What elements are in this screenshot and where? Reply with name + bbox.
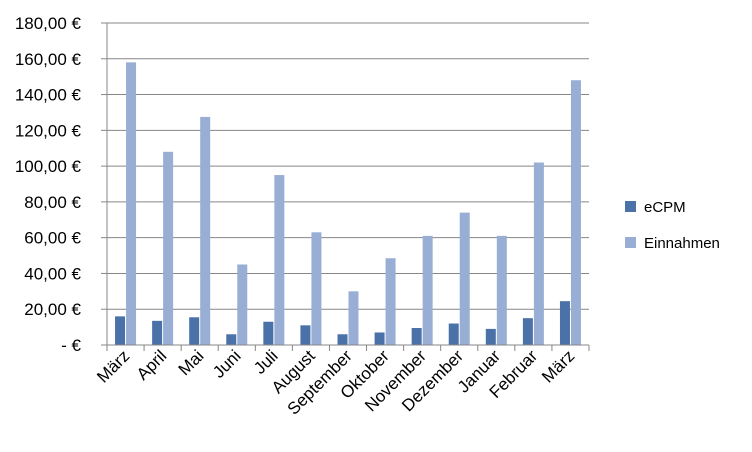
bar-einnahmen bbox=[459, 212, 470, 345]
bar-einnahmen bbox=[237, 264, 248, 345]
y-tick-label: 160,00 € bbox=[15, 50, 82, 69]
y-tick-label: 20,00 € bbox=[24, 300, 81, 319]
x-tick-label: März bbox=[538, 346, 578, 386]
bar-einnahmen bbox=[311, 232, 322, 345]
legend-label-einnahmen: Einnahmen bbox=[644, 235, 720, 252]
bar-ecpm bbox=[300, 325, 311, 345]
bar-ecpm bbox=[263, 321, 274, 345]
y-tick-label: 60,00 € bbox=[24, 229, 81, 248]
bar-einnahmen bbox=[385, 258, 396, 345]
bar-einnahmen bbox=[422, 235, 433, 345]
bar-einnahmen bbox=[126, 62, 137, 345]
bar-ecpm bbox=[448, 323, 459, 345]
bar-ecpm bbox=[337, 334, 348, 345]
legend-label-ecpm: eCPM bbox=[644, 199, 686, 216]
y-tick-label: 180,00 € bbox=[15, 14, 82, 33]
bar-ecpm bbox=[152, 320, 163, 345]
y-tick-label: 100,00 € bbox=[15, 157, 82, 176]
x-tick-label: April bbox=[133, 346, 170, 383]
y-tick-label: 40,00 € bbox=[24, 264, 81, 283]
y-tick-labels: - € 20,00 € 40,00 € 60,00 € 80,00 € 100,00 € 1… bbox=[15, 14, 82, 355]
bar-einnahmen bbox=[274, 175, 285, 345]
axes bbox=[101, 22, 590, 351]
legend: eCPM Einnahmen bbox=[625, 199, 720, 252]
gridlines bbox=[107, 22, 589, 310]
bar-ecpm bbox=[485, 328, 496, 345]
bar-ecpm bbox=[226, 334, 237, 345]
bar-ecpm bbox=[522, 318, 533, 345]
bar-einnahmen bbox=[200, 116, 211, 346]
bar-einnahmen bbox=[496, 235, 507, 345]
x-tick-label: Juli bbox=[250, 346, 281, 377]
bar-ecpm bbox=[559, 301, 570, 345]
y-tick-label: 140,00 € bbox=[15, 86, 82, 105]
legend-swatch-ecpm bbox=[625, 201, 636, 212]
y-tick-label: 120,00 € bbox=[15, 121, 82, 140]
x-tick-labels: März April Mai Juni JuliAugustSeptemberOktob… bbox=[93, 346, 578, 418]
bar-einnahmen bbox=[570, 80, 581, 345]
bars bbox=[115, 62, 581, 346]
bar-einnahmen bbox=[533, 162, 544, 345]
y-tick-label: - € bbox=[61, 336, 81, 355]
bar-ecpm bbox=[411, 328, 422, 345]
legend-swatch-einnahmen bbox=[625, 237, 636, 248]
x-tick-label: Juni bbox=[209, 346, 244, 381]
x-tick-label: März bbox=[93, 346, 133, 386]
bar-einnahmen bbox=[348, 291, 359, 345]
bar-ecpm bbox=[189, 317, 200, 345]
y-tick-label: 80,00 € bbox=[24, 193, 81, 212]
bar-ecpm bbox=[374, 332, 385, 345]
bar-ecpm bbox=[115, 316, 126, 345]
x-tick-label: Mai bbox=[175, 346, 208, 379]
bar-einnahmen bbox=[163, 151, 174, 345]
